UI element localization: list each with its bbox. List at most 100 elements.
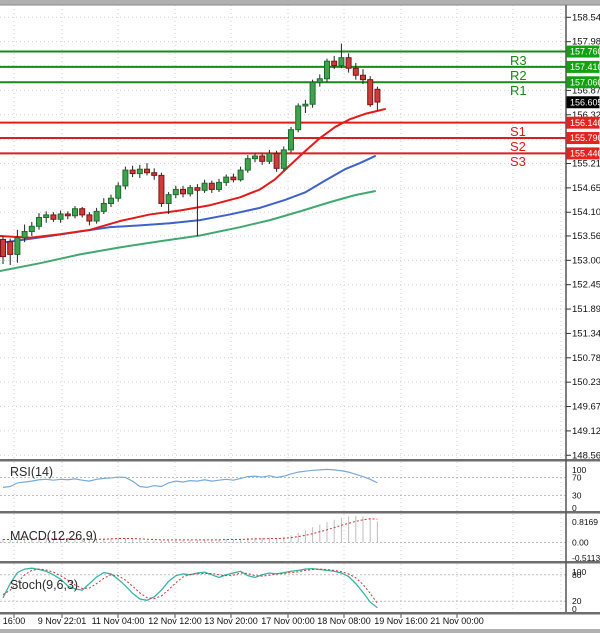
macd-tick-label: 0.00 (572, 537, 589, 547)
candle (115, 185, 122, 199)
price-tick-label: 153.005 (572, 255, 600, 266)
rsi-tick-label: 100 (572, 465, 586, 475)
candle (100, 202, 107, 212)
rsi-tick-label: 0 (572, 503, 577, 513)
candle (237, 169, 244, 181)
price-badge-label: 155.440 (570, 149, 600, 159)
time-label: 13 Nov 20:00 (204, 616, 258, 626)
candle (273, 152, 280, 169)
price-tick-label: 155.210 (572, 159, 600, 170)
candle (302, 103, 309, 107)
candle (280, 149, 287, 169)
candle (86, 214, 93, 222)
ma-fast-line (0, 108, 386, 239)
price-tick-label: 153.560 (572, 231, 600, 242)
rsi-tick-label: 70 (572, 473, 582, 483)
price-tick-label: 157.985 (572, 37, 600, 48)
candle (324, 60, 330, 80)
time-label: 9 Nov 22:01 (38, 616, 87, 626)
price-badge (566, 147, 600, 160)
time-label: 18 Nov 08:00 (317, 616, 371, 626)
rsi-indicator-label: RSI(14) (10, 465, 54, 479)
bottom-bar (0, 629, 600, 633)
price-badge-label: 155.790 (570, 133, 600, 143)
price-badge (566, 132, 600, 145)
candle (187, 187, 194, 195)
price-badge-label: 157.410 (570, 62, 600, 72)
price-badge-label: 156.140 (570, 118, 600, 128)
candle (79, 208, 86, 216)
candle (309, 81, 316, 105)
price-tick-label: 150.785 (572, 353, 600, 364)
candle (21, 231, 28, 239)
candle (50, 214, 57, 220)
support-label-s2: S2 (510, 139, 526, 155)
resistance-label-r2: R2 (510, 67, 527, 83)
price-tick-label: 154.655 (572, 183, 600, 194)
candle (352, 67, 359, 76)
support-label-s3: S3 (510, 154, 526, 170)
price-tick-label: 148.565 (572, 450, 600, 461)
time-label: 11 Nov 04:00 (92, 616, 145, 626)
price-badge (566, 60, 600, 73)
price-badge (566, 76, 600, 89)
price-tick-label: 149.120 (572, 426, 600, 437)
macd-indicator-label: MACD(12,26,9) (10, 529, 97, 543)
support-label-s1: S1 (510, 123, 526, 139)
price-badge (566, 96, 600, 109)
time-label: 19 Nov 16:00 (374, 616, 428, 626)
candle (158, 174, 165, 204)
candle (367, 79, 374, 106)
candle (259, 155, 266, 162)
stoch-tick-label: 80 (572, 570, 582, 580)
candle (172, 188, 179, 196)
price-badge-label: 157.760 (570, 47, 600, 57)
price-tick-label: 154.100 (572, 207, 600, 218)
price-tick-label: 156.320 (572, 110, 600, 121)
candle (201, 182, 208, 191)
candle (331, 60, 338, 67)
candle (108, 197, 114, 204)
resistance-label-r3: R3 (510, 52, 527, 68)
candle (136, 168, 143, 175)
time-label: 16:00 (3, 616, 26, 626)
candle (7, 241, 14, 255)
time-label: 12 Nov 12:00 (148, 616, 202, 626)
candle (57, 213, 64, 220)
panel-separator (0, 612, 600, 615)
candle (223, 176, 230, 183)
candle (165, 194, 172, 204)
candle (0, 238, 6, 258)
candle (252, 155, 258, 160)
price-tick-label: 156.875 (572, 85, 600, 96)
time-label: 21 Nov 00:00 (430, 616, 484, 626)
candle (28, 225, 35, 233)
price-badge (566, 45, 600, 58)
price-badge (566, 116, 600, 129)
top-bar (0, 0, 600, 5)
candle (36, 217, 42, 227)
candle (266, 152, 273, 162)
rsi-line (2, 468, 378, 489)
price-tick-label: 152.450 (572, 280, 600, 291)
price-tick-label: 158.540 (572, 12, 600, 23)
candle (244, 158, 251, 171)
candle (129, 169, 136, 175)
ma-slow-line (0, 190, 376, 273)
candle (144, 168, 150, 174)
candle (345, 57, 352, 69)
candle (374, 88, 381, 103)
candle (360, 74, 366, 81)
panel-separator (0, 511, 600, 514)
panel-separator (0, 459, 600, 462)
candle (295, 105, 302, 131)
candle (14, 237, 21, 255)
candle (72, 208, 78, 217)
candle (194, 187, 201, 191)
stoch-d-line (2, 568, 378, 604)
price-tick-label: 150.230 (572, 377, 600, 388)
macd-tick-label: 0.8169 (572, 517, 598, 527)
macd-signal-line (3, 518, 378, 541)
price-badge-label: 156.605 (570, 97, 600, 107)
